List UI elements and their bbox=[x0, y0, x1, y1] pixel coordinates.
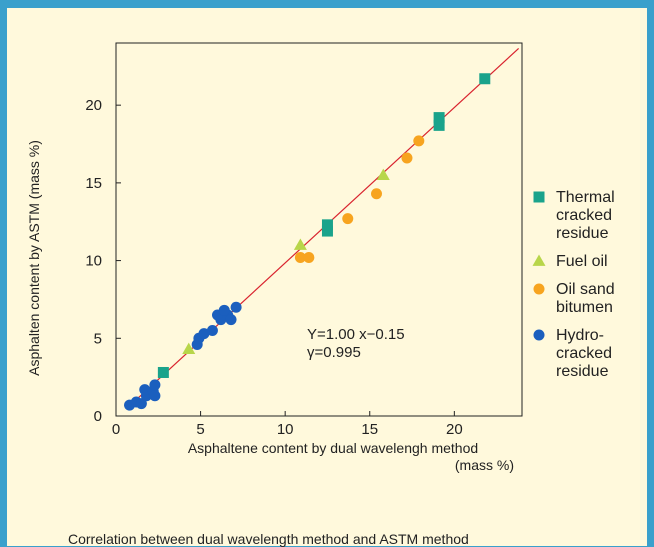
data-point bbox=[225, 314, 237, 326]
y-axis-title: Asphalten content by ASTM (mass %) bbox=[26, 140, 42, 376]
x-tick-label: 5 bbox=[196, 421, 204, 438]
legend-marker bbox=[532, 254, 546, 266]
data-point bbox=[149, 390, 161, 402]
data-point bbox=[218, 304, 230, 316]
correlation-coefficient: γ=0.995 bbox=[307, 344, 361, 361]
regression-equation: Y=1.00 x−0.15 bbox=[307, 326, 405, 343]
data-point bbox=[149, 379, 161, 391]
data-point bbox=[303, 251, 315, 263]
legend-label: Fuel oil bbox=[556, 253, 608, 270]
data-point bbox=[198, 328, 210, 340]
data-point bbox=[342, 213, 354, 225]
legend-label: Hydro- bbox=[556, 327, 604, 344]
data-point bbox=[413, 135, 425, 147]
data-point bbox=[182, 342, 196, 355]
data-point bbox=[433, 119, 445, 131]
figure-caption: Correlation between dual wavelength meth… bbox=[68, 531, 469, 547]
figure-frame: 0 5 10 15 20 0 5 10 15 20 Thermal cracked residue Fu… bbox=[7, 8, 647, 547]
y-tick-label: 10 bbox=[85, 253, 102, 270]
legend-label: cracked bbox=[556, 345, 612, 362]
data-point bbox=[139, 384, 151, 396]
x-axis-title: Asphaltene content by dual wavelengh met… bbox=[188, 440, 478, 456]
x-tick-label: 15 bbox=[361, 421, 378, 438]
legend-marker bbox=[533, 283, 545, 295]
data-point bbox=[321, 225, 333, 237]
data-point bbox=[371, 188, 383, 200]
data-point bbox=[293, 238, 307, 250]
legend-label: bitumen bbox=[556, 299, 613, 316]
data-point bbox=[321, 219, 333, 231]
data-point bbox=[135, 398, 147, 410]
y-tick-label: 15 bbox=[85, 175, 102, 192]
data-point bbox=[433, 112, 445, 124]
plot-area-border bbox=[115, 42, 523, 417]
x-tick-label: 0 bbox=[112, 421, 120, 438]
legend-label: Thermal bbox=[556, 189, 615, 206]
data-point bbox=[401, 152, 413, 164]
legend-label: Oil sand bbox=[556, 281, 615, 298]
data-point bbox=[294, 251, 306, 263]
x-tick-label: 20 bbox=[446, 421, 463, 438]
x-axis-unit: (mass %) bbox=[455, 457, 514, 473]
data-point bbox=[479, 73, 491, 85]
data-point bbox=[206, 325, 218, 337]
x-tick-label: 10 bbox=[277, 421, 294, 438]
data-point bbox=[230, 301, 242, 313]
legend-label: residue bbox=[556, 225, 609, 242]
y-tick-label: 5 bbox=[94, 330, 102, 347]
y-tick-label: 20 bbox=[85, 97, 102, 114]
legend-label: residue bbox=[556, 363, 609, 380]
data-point bbox=[376, 168, 390, 180]
data-point bbox=[157, 366, 169, 378]
legend-label: cracked bbox=[556, 207, 612, 224]
legend-marker bbox=[533, 329, 545, 341]
legend-marker bbox=[533, 191, 545, 203]
y-tick-label: 0 bbox=[94, 408, 102, 425]
